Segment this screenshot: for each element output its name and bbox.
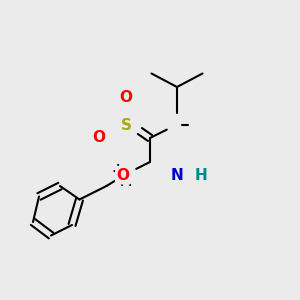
Text: O: O — [116, 168, 130, 183]
Text: O: O — [119, 90, 133, 105]
Text: O: O — [92, 130, 106, 146]
Text: N: N — [171, 168, 183, 183]
Text: H: H — [195, 168, 207, 183]
Text: S: S — [121, 118, 131, 134]
